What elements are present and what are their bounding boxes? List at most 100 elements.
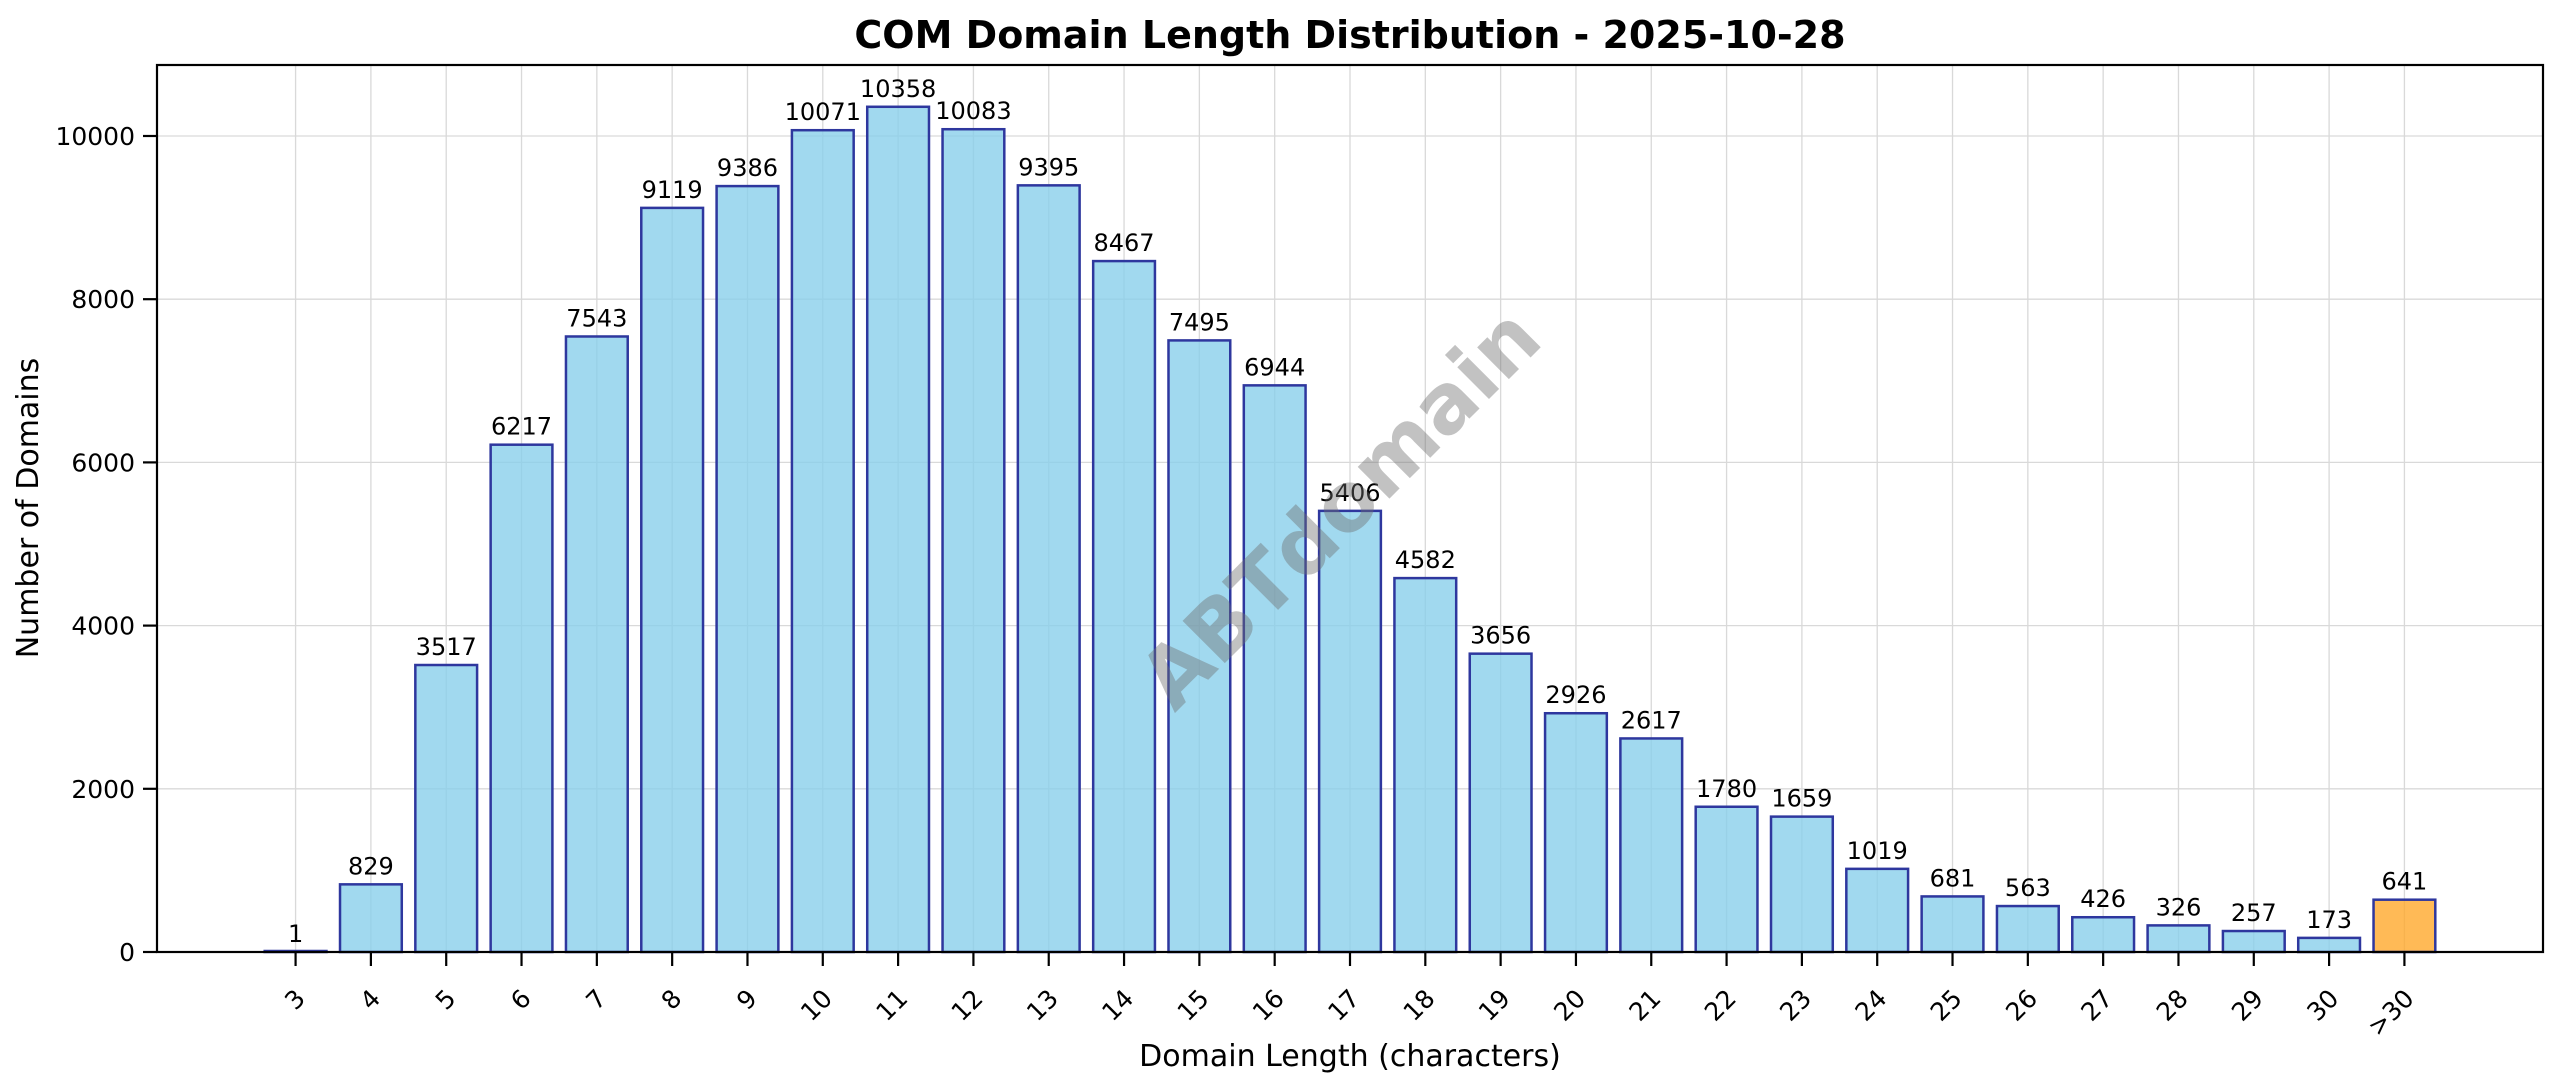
- x-tick-label: 3: [279, 984, 311, 1016]
- bar: [1167, 339, 1232, 954]
- bar: [338, 883, 404, 954]
- bar: [1694, 805, 1759, 954]
- x-tick-label: 19: [1473, 984, 1516, 1027]
- x-tick-label: 30: [2301, 984, 2344, 1027]
- bar-value-label: 1659: [1771, 785, 1832, 813]
- y-tick-label: 2000: [71, 775, 135, 804]
- y-tick-label: 6000: [71, 448, 135, 477]
- x-tick-label: 11: [870, 984, 913, 1027]
- bar-value-labels: 1 829 3517 6217 7543 9119 93861007110358100839…: [288, 75, 2427, 948]
- axes: [143, 63, 2545, 966]
- bar: [2296, 936, 2362, 954]
- bar: [1995, 904, 2060, 954]
- bar: [1619, 737, 1684, 954]
- bar: [1393, 576, 1458, 954]
- bar: [2372, 898, 2437, 954]
- x-tick-label: 22: [1699, 984, 1742, 1027]
- x-tick-label: 9: [731, 984, 763, 1016]
- bar-value-label: 9119: [642, 176, 703, 204]
- bar: [2221, 929, 2286, 954]
- bar: [2146, 924, 2211, 954]
- bar: [1317, 509, 1383, 954]
- x-tick-label: 25: [1925, 984, 1968, 1027]
- x-tick-label: 21: [1624, 984, 1667, 1027]
- x-tick-label: 28: [2151, 984, 2194, 1027]
- bar-value-label: 173: [2306, 906, 2352, 934]
- bar-value-label: 326: [2156, 893, 2202, 921]
- bar-value-label: 10358: [860, 75, 936, 103]
- bar-value-label: 2926: [1545, 681, 1606, 709]
- bar: [941, 127, 1006, 954]
- x-tick-label: 4: [354, 984, 386, 1016]
- x-tick-label: 18: [1398, 984, 1441, 1027]
- bar-value-label: 10071: [785, 98, 861, 126]
- x-tick-label: 10: [795, 984, 838, 1027]
- y-tick-label: 8000: [71, 285, 135, 314]
- x-tick-label: 23: [1774, 984, 1817, 1027]
- bar-value-label: 641: [2382, 868, 2428, 896]
- bar-value-label: 9386: [717, 154, 778, 182]
- bar: [1091, 259, 1157, 954]
- bar-value-label: 8467: [1094, 229, 1155, 257]
- x-tick-label: 12: [946, 984, 989, 1027]
- x-tick-label: 6: [505, 984, 537, 1016]
- bar-value-label: 3656: [1470, 622, 1531, 650]
- x-tick-label: 13: [1021, 984, 1064, 1027]
- bar-value-label: 6944: [1244, 353, 1305, 381]
- bar-value-label: 10083: [935, 97, 1011, 125]
- bar: [564, 335, 629, 954]
- y-tick-label: 10000: [55, 122, 135, 151]
- x-tick-label: >30: [2362, 984, 2420, 1042]
- bar-value-label: 426: [2080, 885, 2126, 913]
- bar: [1242, 384, 1307, 954]
- x-tick-label: 26: [2000, 984, 2043, 1027]
- x-tick-label: 24: [1849, 984, 1892, 1027]
- bar-value-label: 563: [2005, 874, 2051, 902]
- bar: [414, 663, 479, 954]
- bar: [1543, 711, 1609, 954]
- bar-value-label: 3517: [416, 633, 477, 661]
- bar-value-label: 257: [2231, 899, 2277, 927]
- bar: [865, 105, 931, 954]
- bar: [1920, 895, 1985, 954]
- bar: [640, 206, 705, 954]
- bar-value-label: 9395: [1018, 153, 1079, 181]
- chart-title: COM Domain Length Distribution - 2025-10…: [854, 13, 1845, 57]
- bar-value-label: 829: [348, 852, 394, 880]
- x-tick-label: 14: [1096, 984, 1139, 1027]
- bar: [790, 128, 855, 954]
- x-tick-label: 27: [2075, 984, 2118, 1027]
- bar-value-label: 2617: [1621, 706, 1682, 734]
- x-tick-label: 29: [2226, 984, 2269, 1027]
- bar-value-label: 5406: [1319, 479, 1380, 507]
- x-tick-label: 16: [1247, 984, 1290, 1027]
- bar-value-label: 1019: [1847, 837, 1908, 865]
- bar-value-label: 6217: [491, 413, 552, 441]
- x-tick-label: 5: [430, 984, 462, 1016]
- bar: [1845, 867, 1910, 954]
- x-tick-label: 8: [656, 984, 688, 1016]
- x-tick-label: 20: [1548, 984, 1591, 1027]
- bar: [489, 443, 554, 954]
- bar-value-label: 681: [1930, 864, 1976, 892]
- bar-value-label: 1: [288, 920, 303, 948]
- x-tick-label: 15: [1172, 984, 1215, 1027]
- bar: [1769, 815, 1835, 954]
- y-axis-label: Number of Domains: [11, 358, 46, 659]
- y-tick-label: 0: [119, 938, 135, 967]
- x-tick-label: 17: [1322, 984, 1365, 1027]
- bars: [263, 105, 2437, 954]
- bar: [1468, 652, 1533, 954]
- bar: [2071, 915, 2136, 954]
- bar-value-label: 7495: [1169, 308, 1230, 336]
- y-tick-label: 4000: [71, 612, 135, 641]
- x-axis-label: Domain Length (characters): [1139, 1039, 1561, 1074]
- x-tick-label: 7: [580, 984, 612, 1016]
- bar-value-label: 1780: [1696, 775, 1757, 803]
- bar-value-label: 4582: [1395, 546, 1456, 574]
- bar-value-label: 7543: [566, 304, 627, 332]
- bar: [1016, 184, 1081, 954]
- bar: [715, 184, 780, 954]
